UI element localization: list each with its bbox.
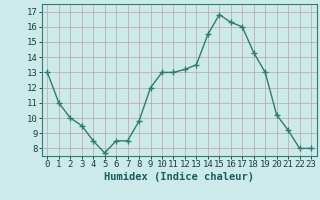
X-axis label: Humidex (Indice chaleur): Humidex (Indice chaleur)	[104, 172, 254, 182]
